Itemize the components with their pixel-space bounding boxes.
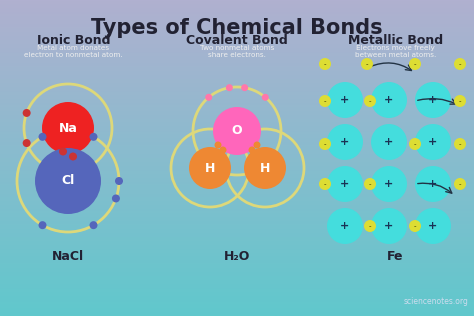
Text: -: - (366, 61, 368, 67)
Circle shape (23, 109, 31, 117)
Circle shape (112, 194, 120, 203)
Text: -: - (369, 223, 371, 229)
Circle shape (361, 58, 373, 70)
Circle shape (327, 82, 363, 118)
Circle shape (319, 138, 331, 150)
Text: -: - (414, 61, 416, 67)
Text: -: - (459, 61, 461, 67)
Circle shape (241, 84, 248, 91)
Text: -: - (459, 181, 461, 187)
Circle shape (327, 166, 363, 202)
Text: -: - (324, 98, 326, 104)
Text: -: - (324, 181, 326, 187)
Text: O: O (232, 125, 242, 137)
Text: Electrons move freely
between metal atoms.: Electrons move freely between metal atom… (355, 45, 437, 58)
Circle shape (205, 94, 212, 101)
Circle shape (213, 107, 261, 155)
Circle shape (415, 166, 451, 202)
Text: -: - (459, 141, 461, 147)
Circle shape (454, 58, 466, 70)
Text: -: - (414, 223, 416, 229)
Circle shape (90, 221, 98, 229)
Text: Metallic Bond: Metallic Bond (348, 34, 443, 47)
Circle shape (42, 102, 94, 154)
Circle shape (364, 220, 376, 232)
Circle shape (90, 133, 98, 141)
Text: +: + (428, 95, 438, 105)
Text: H₂O: H₂O (224, 250, 250, 263)
Circle shape (38, 133, 46, 141)
Circle shape (327, 208, 363, 244)
Circle shape (454, 178, 466, 190)
Text: H: H (260, 161, 270, 174)
Circle shape (364, 178, 376, 190)
Circle shape (59, 148, 67, 155)
Circle shape (409, 58, 421, 70)
Circle shape (254, 142, 261, 149)
Text: -: - (324, 141, 326, 147)
Circle shape (244, 147, 286, 189)
Text: +: + (428, 179, 438, 189)
Circle shape (371, 82, 407, 118)
Circle shape (23, 139, 31, 147)
Circle shape (371, 166, 407, 202)
Circle shape (38, 221, 46, 229)
Text: +: + (384, 137, 393, 147)
Circle shape (189, 147, 231, 189)
Circle shape (319, 95, 331, 107)
Text: -: - (369, 181, 371, 187)
Circle shape (371, 124, 407, 160)
Text: NaCl: NaCl (52, 250, 84, 263)
Text: Na: Na (59, 121, 77, 135)
Circle shape (415, 208, 451, 244)
Text: Cl: Cl (61, 174, 74, 187)
Circle shape (454, 95, 466, 107)
Circle shape (415, 124, 451, 160)
Circle shape (69, 153, 77, 161)
Circle shape (248, 147, 255, 154)
Circle shape (226, 84, 233, 91)
Text: +: + (428, 221, 438, 231)
Circle shape (409, 220, 421, 232)
Circle shape (35, 148, 101, 214)
Text: +: + (428, 137, 438, 147)
Circle shape (262, 94, 269, 101)
Circle shape (319, 178, 331, 190)
Text: Ionic Bond: Ionic Bond (36, 34, 110, 47)
Circle shape (409, 138, 421, 150)
Circle shape (115, 177, 123, 185)
Circle shape (371, 208, 407, 244)
Circle shape (319, 58, 331, 70)
Text: +: + (340, 137, 350, 147)
Text: sciencenotes.org: sciencenotes.org (403, 297, 468, 306)
Text: H: H (205, 161, 215, 174)
Circle shape (454, 138, 466, 150)
Circle shape (219, 147, 227, 154)
Text: -: - (414, 141, 416, 147)
Text: Metal atom donates
electron to nonmetal atom.: Metal atom donates electron to nonmetal … (24, 45, 123, 58)
Text: Fe: Fe (387, 250, 403, 263)
Text: Covalent Bond: Covalent Bond (186, 34, 288, 47)
Circle shape (364, 95, 376, 107)
Text: +: + (340, 179, 350, 189)
Text: +: + (384, 95, 393, 105)
Text: -: - (459, 98, 461, 104)
Circle shape (327, 124, 363, 160)
Circle shape (215, 142, 221, 149)
Text: Types of Chemical Bonds: Types of Chemical Bonds (91, 18, 383, 38)
Text: -: - (369, 98, 371, 104)
Text: -: - (324, 61, 326, 67)
Text: +: + (384, 221, 393, 231)
Text: +: + (340, 95, 350, 105)
Text: +: + (384, 179, 393, 189)
Circle shape (415, 82, 451, 118)
Text: Two nonmetal atoms
share electrons.: Two nonmetal atoms share electrons. (200, 45, 274, 58)
Text: +: + (340, 221, 350, 231)
